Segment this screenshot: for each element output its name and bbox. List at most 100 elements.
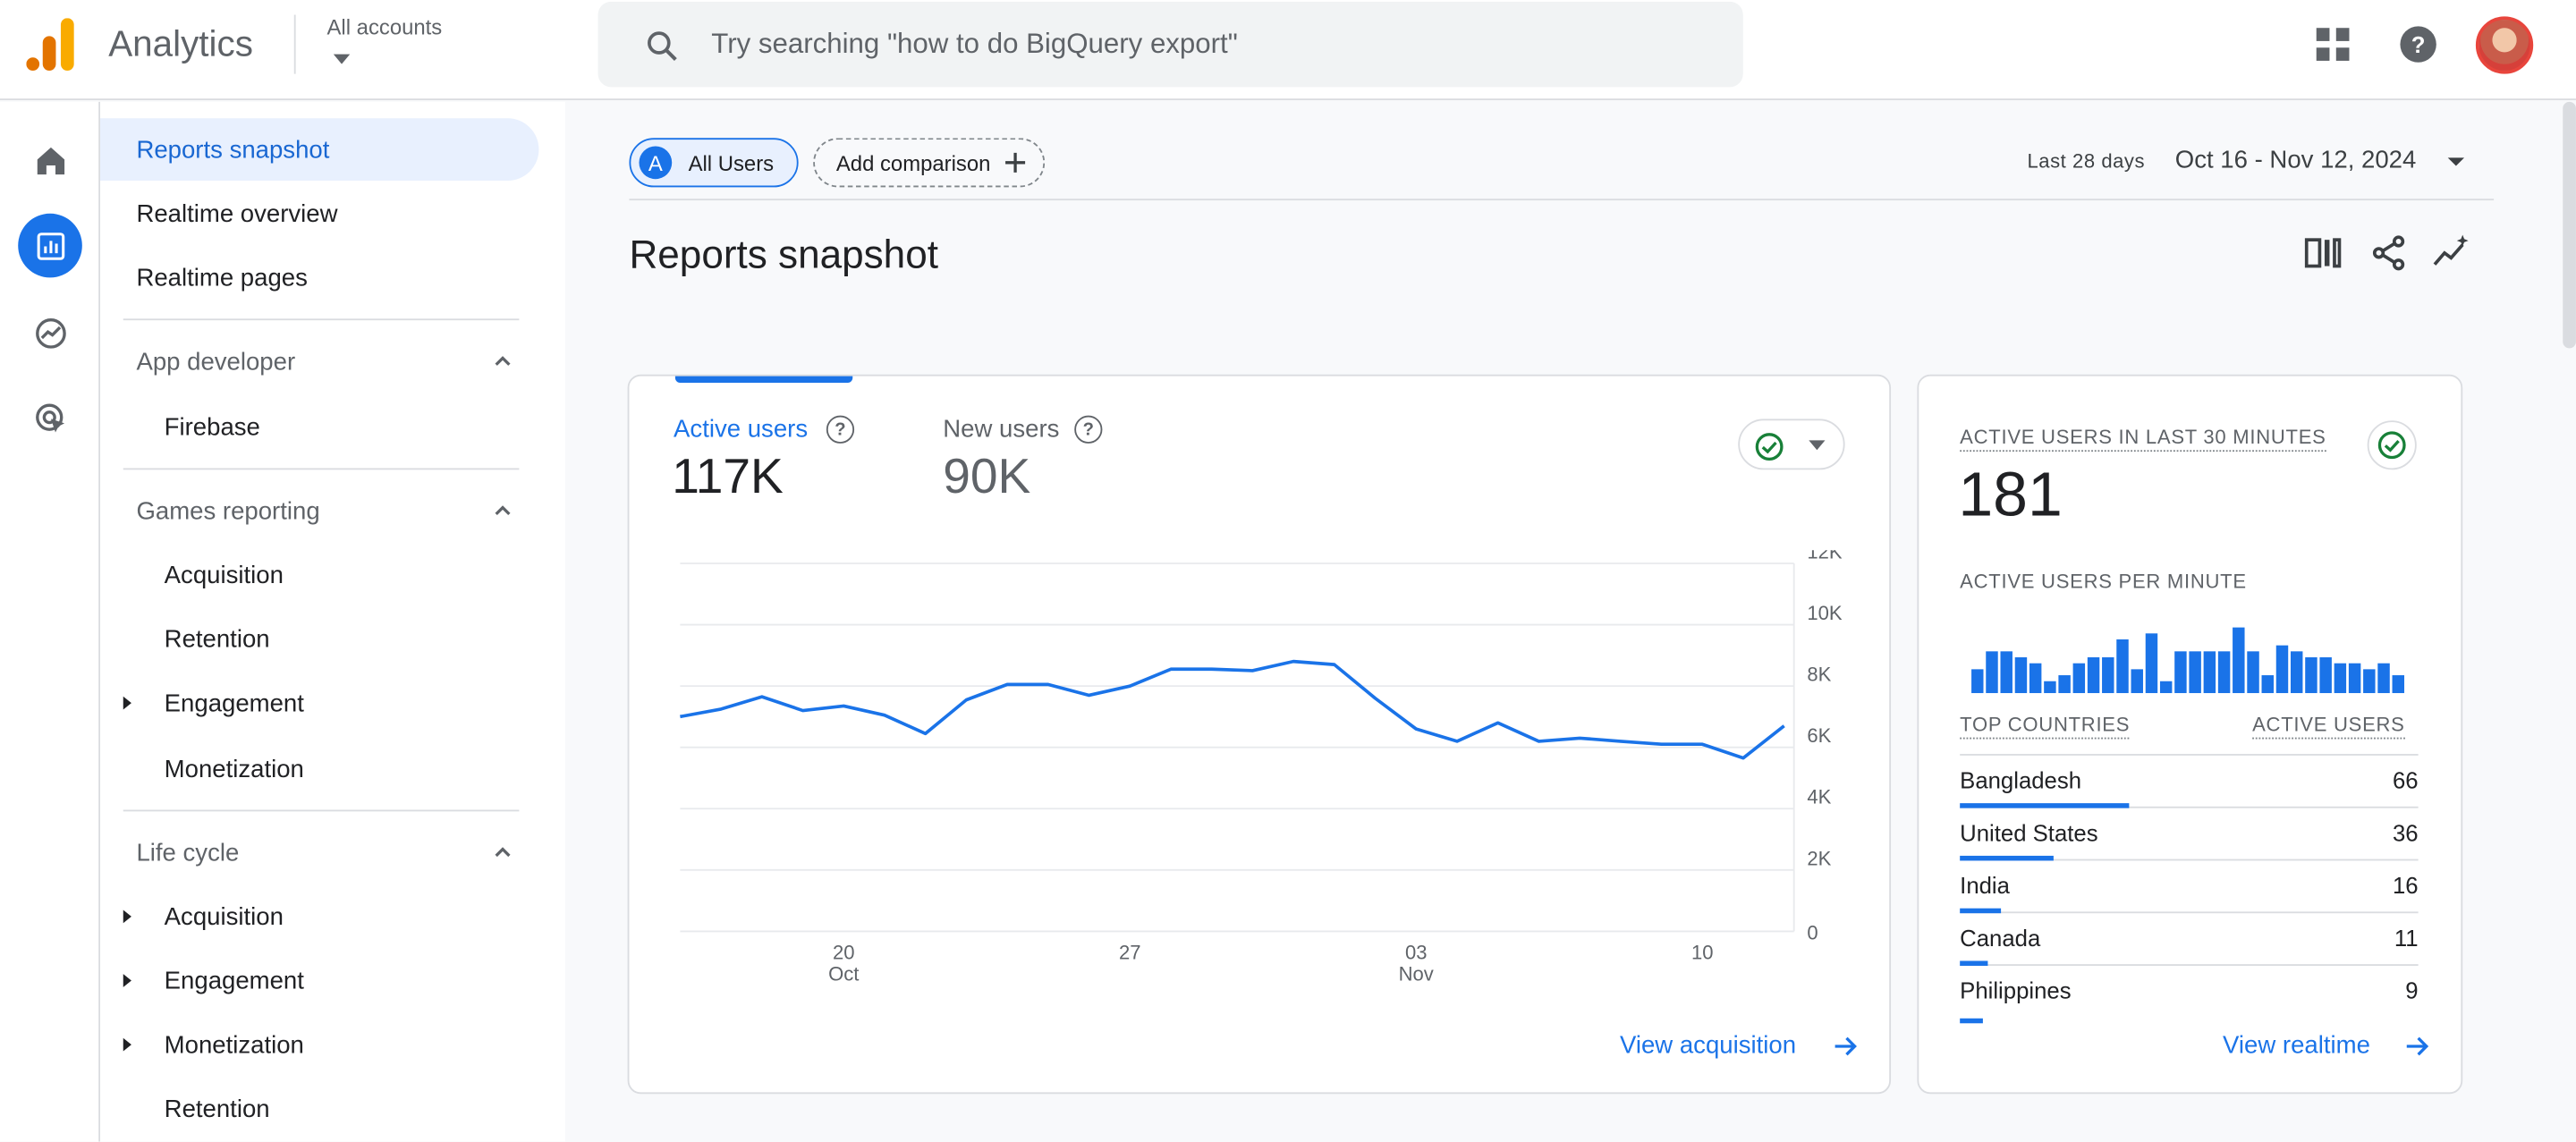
sidebar-item-realtime-pages[interactable]: Realtime pages — [100, 247, 308, 309]
sidebar-item-life-retention[interactable]: Retention — [100, 1078, 270, 1140]
minute-bar[interactable] — [2290, 651, 2303, 694]
help-circle-icon[interactable]: ? — [1074, 415, 1103, 444]
minute-bar[interactable] — [2116, 639, 2129, 694]
country-value: 11 — [2394, 925, 2419, 952]
sidebar-divider — [123, 318, 520, 321]
minute-bar[interactable] — [2217, 651, 2231, 694]
minute-bar[interactable] — [2131, 669, 2143, 694]
minute-bar[interactable] — [2348, 663, 2361, 694]
page-scrollbar[interactable] — [2563, 101, 2576, 349]
account-selector-label[interactable]: All accounts — [326, 14, 443, 40]
account-caret-icon[interactable] — [333, 54, 351, 64]
minute-bar[interactable] — [2102, 657, 2114, 694]
minute-bar[interactable] — [2029, 663, 2042, 694]
sidebar-item-label: Realtime pages — [136, 263, 308, 292]
sidebar-item-firebase[interactable]: Firebase — [100, 396, 260, 459]
minute-bar[interactable] — [2044, 681, 2056, 694]
minute-bar[interactable] — [2247, 651, 2259, 694]
minute-bar[interactable] — [2000, 651, 2012, 694]
minute-bar[interactable] — [2319, 657, 2332, 694]
minute-bar[interactable] — [2334, 663, 2347, 694]
reports-nav-button[interactable] — [18, 213, 82, 278]
realtime-status-button[interactable] — [2367, 420, 2417, 470]
minute-bar[interactable] — [2392, 675, 2405, 694]
minute-bar[interactable] — [2058, 675, 2071, 694]
minute-bar[interactable] — [2014, 657, 2028, 694]
insights-icon[interactable] — [2431, 233, 2470, 273]
sidebar-item-life-engagement[interactable]: Engagement — [100, 950, 304, 1012]
sidebar-item-games-retention[interactable]: Retention — [100, 608, 270, 671]
country-row: India 16 — [1960, 860, 2419, 914]
minute-bar[interactable] — [2159, 681, 2173, 694]
share-icon[interactable] — [2369, 233, 2409, 273]
section-life-cycle[interactable]: Life cycle — [136, 839, 240, 867]
plus-icon — [1004, 152, 1026, 173]
search-input[interactable] — [711, 21, 1698, 68]
y-tick-label: 12K — [1807, 550, 1843, 563]
x-tick-month-label: Nov — [1399, 963, 1434, 986]
home-nav-button[interactable] — [18, 128, 82, 192]
date-range-value[interactable]: Oct 16 - Nov 12, 2024 — [2174, 146, 2417, 174]
x-tick-label: 10 — [1691, 942, 1714, 964]
sidebar-item-life-monetization[interactable]: Monetization — [100, 1013, 304, 1076]
search-bar[interactable] — [597, 1, 1743, 88]
arrow-right-icon[interactable] — [2403, 1033, 2429, 1059]
country-name: Philippines — [1960, 977, 2072, 1004]
metric-tab-new-users-label[interactable]: New users — [943, 415, 1060, 444]
metric-tab-active-users-label[interactable]: Active users — [674, 415, 809, 444]
view-realtime-link[interactable]: View realtime — [2223, 1031, 2370, 1060]
sidebar-item-games-acquisition[interactable]: Acquisition — [100, 544, 284, 606]
compare-columns-icon[interactable] — [2303, 233, 2343, 273]
view-acquisition-link[interactable]: View acquisition — [1619, 1031, 1797, 1060]
minute-bar[interactable] — [1986, 651, 1998, 694]
minute-bar[interactable] — [2261, 675, 2274, 694]
search-icon — [648, 31, 677, 62]
minute-bar[interactable] — [2174, 651, 2187, 694]
apps-grid-icon[interactable] — [2311, 23, 2354, 66]
minute-bar[interactable] — [2145, 633, 2158, 694]
active-users-header: ACTIVE USERS — [2252, 713, 2405, 740]
chevron-up-icon[interactable] — [495, 353, 511, 369]
sidebar-item-realtime-overview[interactable]: Realtime overview — [100, 182, 337, 245]
minute-bar[interactable] — [2072, 663, 2086, 694]
minute-bar[interactable] — [2275, 645, 2289, 694]
help-icon[interactable]: ? — [2397, 23, 2440, 66]
status-dropdown[interactable] — [1738, 419, 1845, 470]
overview-card — [627, 374, 1892, 1095]
minute-bar[interactable] — [2203, 651, 2216, 694]
advertising-nav-button[interactable] — [18, 386, 82, 451]
minute-bar[interactable] — [2087, 657, 2100, 694]
country-value: 9 — [2405, 977, 2419, 1004]
expand-arrow-icon[interactable] — [123, 1037, 131, 1052]
header-divider — [293, 14, 296, 74]
user-avatar[interactable] — [2475, 16, 2534, 74]
sidebar-item-games-engagement[interactable]: Engagement — [100, 672, 304, 734]
expand-arrow-icon[interactable] — [123, 974, 131, 987]
arrow-right-icon[interactable] — [1832, 1033, 1858, 1059]
section-app-developer[interactable]: App developer — [136, 348, 296, 376]
chevron-up-icon[interactable] — [495, 844, 511, 860]
expand-arrow-icon[interactable] — [123, 909, 131, 924]
country-share-bar — [1960, 960, 1988, 966]
chevron-up-icon[interactable] — [495, 503, 511, 519]
country-share-bar — [1960, 803, 2130, 808]
help-circle-icon[interactable]: ? — [826, 415, 855, 444]
expand-arrow-icon[interactable] — [123, 696, 131, 710]
sidebar-item-games-monetization[interactable]: Monetization — [100, 738, 304, 800]
segment-chip-all-users[interactable]: A All Users — [629, 138, 799, 188]
minute-bar[interactable] — [2363, 669, 2376, 694]
minute-bar[interactable] — [1971, 669, 1984, 694]
date-range-caret-icon[interactable] — [2447, 157, 2465, 166]
section-games-reporting[interactable]: Games reporting — [136, 497, 320, 526]
explore-nav-button[interactable] — [18, 300, 82, 365]
minute-bar[interactable] — [2305, 657, 2318, 694]
sidebar-item-life-acquisition[interactable]: Acquisition — [100, 885, 284, 948]
add-comparison-button[interactable]: Add comparison — [813, 138, 1046, 188]
minute-bar[interactable] — [2233, 627, 2245, 694]
sidebar-item-reports-snapshot[interactable]: Reports snapshot — [100, 118, 539, 182]
country-share-bar — [1960, 855, 2054, 861]
minute-bar[interactable] — [2189, 651, 2201, 694]
analytics-logo-icon[interactable] — [26, 18, 75, 71]
minute-bar[interactable] — [2377, 663, 2390, 694]
y-tick-label: 4K — [1807, 786, 1831, 808]
